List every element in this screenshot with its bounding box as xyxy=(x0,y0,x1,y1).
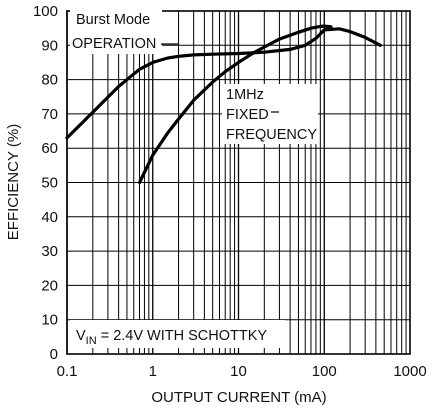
y-axis-label: EFFICIENCY (%) xyxy=(5,124,22,240)
x-tick-label: 1 xyxy=(149,363,157,380)
fixed-label-bg xyxy=(222,84,318,144)
tick-labels: 0.1 1 10 100 1000 0 10 20 30 40 50 60 70 80 90 100 xyxy=(33,3,427,380)
y-tick-label: 10 xyxy=(41,312,58,329)
y-tick-label: 80 xyxy=(41,72,58,89)
x-tick-label: 1000 xyxy=(393,363,426,380)
condition-subscript: IN xyxy=(86,335,97,347)
y-tick-label: 0 xyxy=(50,346,58,363)
plot-frame xyxy=(66,10,411,355)
condition-label-bg xyxy=(70,320,285,348)
burst-label-bg xyxy=(70,8,162,54)
y-tick-label: 100 xyxy=(33,3,58,20)
condition-v: V xyxy=(76,328,86,344)
fixed-label-line1: 1MHz xyxy=(226,87,264,103)
fixed-label-line3: FREQUENCY xyxy=(226,127,317,143)
series-group xyxy=(65,24,382,185)
y-tick-label: 40 xyxy=(41,209,58,226)
x-axis-label: OUTPUT CURRENT (mA) xyxy=(151,389,326,406)
y-tick-label: 50 xyxy=(41,175,58,192)
x-tick-label: 100 xyxy=(312,363,337,380)
condition-label: VIN = 2.4V WITH SCHOTTKY xyxy=(76,328,267,347)
x-tick-label: 10 xyxy=(230,363,247,380)
y-tick-label: 70 xyxy=(41,106,58,123)
y-tick-label: 60 xyxy=(41,140,58,157)
series-line-1 xyxy=(65,27,382,140)
y-tick-label: 20 xyxy=(41,277,58,294)
fixed-label-line2: FIXED xyxy=(226,107,269,123)
y-tick-label: 30 xyxy=(41,243,58,260)
series-line-2 xyxy=(137,24,333,185)
x-tick-label: 0.1 xyxy=(57,363,78,380)
y-tick-label: 90 xyxy=(41,37,58,54)
burst-label-line1: Burst Mode xyxy=(76,12,150,28)
condition-rest: = 2.4V WITH SCHOTTKY xyxy=(97,328,268,344)
burst-label-line2: OPERATION xyxy=(72,36,156,52)
